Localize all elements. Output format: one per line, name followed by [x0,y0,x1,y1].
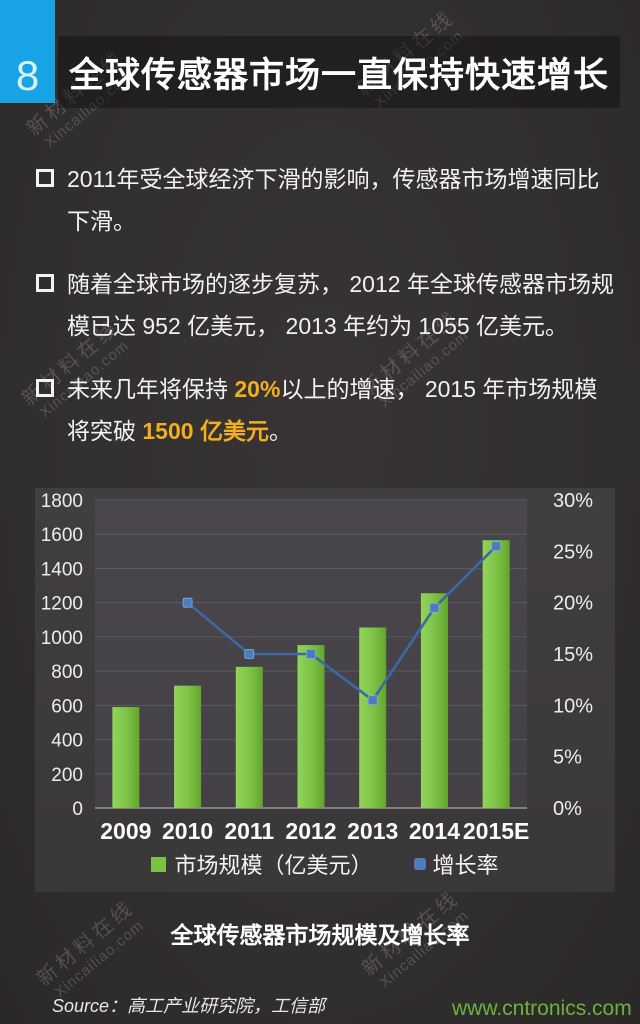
bar-2011 [235,666,263,808]
chart-caption: 全球传感器市场规模及增长率 [170,922,470,948]
bullet-text-segment: 以上的增速， 2015 年市场规模将突破 [67,376,598,444]
chart-card: 0 200 400 600 800 1000 1200 1400 1600 1800 0% 5% 10%… [35,488,615,892]
axis-tick-label: 15% [553,644,593,666]
bar-2013 [359,627,387,808]
axis-tick-label: 20% [553,593,593,615]
bullet-text: 随着全球市场的逐步复苏， 2012 年全球传感器市场规模已达 952 亿美元， … [67,263,614,347]
axis-tick-label: 30% [553,490,593,512]
bullet-list: 2011年受全球经济下滑的影响，传感器市场增速同比下滑。 随着全球市场的逐步复苏… [36,158,614,473]
axis-tick-label: 1400 [41,559,83,580]
axis-tick-label: 800 [51,662,83,683]
axis-tick-label: 2010 [162,818,213,844]
page-number: 8 [15,52,40,99]
bar-series-swatch-icon [151,856,167,872]
bullet-text-segment: 。 [268,418,292,444]
legend-item-market-size: 市场规模（亿美元） [151,848,373,880]
line-marker-icon [429,602,440,613]
bullet-square-icon [36,169,54,187]
bullet-item: 随着全球市场的逐步复苏， 2012 年全球传感器市场规模已达 952 亿美元， … [36,263,614,347]
bullet-text-segment: 未来几年将保持 [67,376,235,402]
page-title: 全球传感器市场一直保持快速增长 [68,55,609,95]
axis-tick-label: 1000 [41,628,83,649]
bullet-text-segment: 2011年受全球经济下滑的影响，传感器市场增速同比下滑。 [67,166,600,234]
bullet-text-segment: 随着全球市场的逐步复苏， 2012 年全球传感器市场规模已达 952 亿美元， … [67,271,614,339]
bar-2014 [420,593,448,808]
bullet-square-icon [36,379,54,397]
chart-legend: 市场规模（亿美元） 增长率 [35,848,615,880]
axis-tick-label: 2012 [285,818,336,844]
bar-2012 [297,645,325,808]
source-note: Source：高工产业研究院，工信部 [52,996,326,1016]
legend-item-growth-rate: 增长率 [414,848,499,880]
bullet-text: 未来几年将保持 20%以上的增速， 2015 年市场规模将突破 1500 亿美元… [67,368,614,452]
page-number-badge: 8 [0,0,55,103]
axis-tick-label: 0 [72,799,83,820]
axis-tick-label: 400 [51,731,83,752]
bullet-square-icon [36,274,54,292]
axis-tick-label: 2009 [100,818,151,844]
bar-2015E [482,540,510,808]
axis-tick-label: 5% [553,747,582,769]
growth-rate-line [186,545,498,703]
legend-label: 增长率 [432,853,499,878]
line-marker-icon [491,541,502,552]
axis-tick-label: 1200 [41,594,83,615]
axis-tick-label: 25% [553,541,593,563]
market-chart: 0 200 400 600 800 1000 1200 1400 1600 1800 0% 5% 10%… [41,490,594,844]
line-marker-icon [244,649,255,659]
axis-tick-label: 0% [553,798,582,820]
axis-tick-label: 2015E [463,818,530,844]
line-marker-icon [367,695,378,706]
axis-tick-label: 2014 [409,818,460,844]
axis-tick-label: 2013 [347,818,398,844]
axis-tick-label: 1600 [41,525,83,546]
highlighted-text: 1500 亿美元 [142,418,269,444]
bullet-text: 2011年受全球经济下滑的影响，传感器市场增速同比下滑。 [67,158,614,242]
title-bar: 全球传感器市场一直保持快速增长 [58,36,620,108]
axis-tick-label: 600 [51,696,83,717]
line-series-swatch-icon [414,859,425,869]
line-marker-icon [182,597,193,608]
axis-tick-label: 10% [553,695,593,717]
highlighted-text: 20% [234,376,281,402]
line-marker-icon [306,649,316,659]
axis-tick-label: 2011 [224,818,274,844]
bullet-item: 2011年受全球经济下滑的影响，传感器市场增速同比下滑。 [36,158,614,242]
bar-2009 [112,707,140,808]
site-watermark: www.cntronics.com [452,997,632,1020]
legend-label: 市场规模（亿美元） [174,853,373,878]
bar-2010 [174,685,202,808]
axis-tick-label: 1800 [41,491,83,512]
axis-tick-label: 200 [51,765,83,786]
bullet-item: 未来几年将保持 20%以上的增速， 2015 年市场规模将突破 1500 亿美元… [36,368,614,452]
